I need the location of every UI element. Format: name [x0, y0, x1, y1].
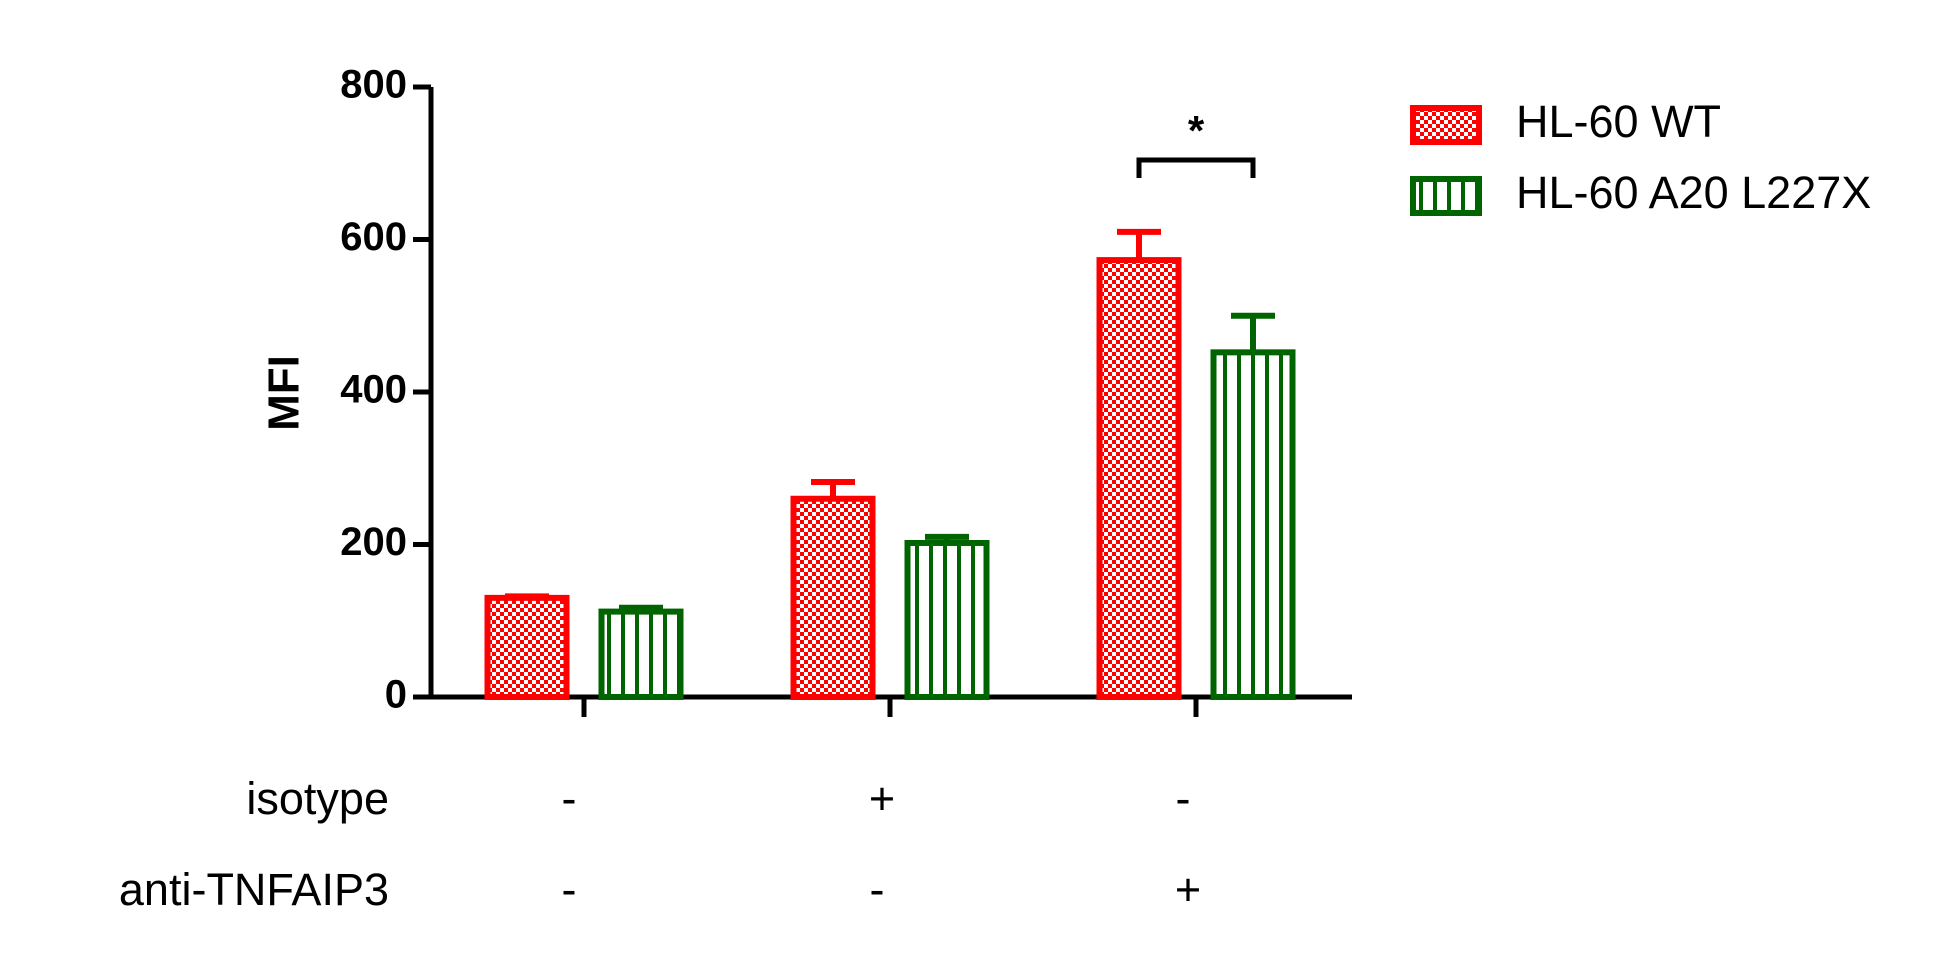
y-axis-label: MFI — [260, 355, 309, 431]
bar — [904, 539, 990, 700]
legend-label: HL-60 A20 L227X — [1516, 167, 1871, 218]
condition-value: - — [1176, 773, 1191, 824]
condition-label: isotype — [246, 773, 389, 824]
bar — [1096, 257, 1182, 700]
legend-swatch — [1410, 176, 1482, 216]
y-tick-label: 800 — [340, 63, 407, 107]
y-tick-label: 200 — [340, 520, 407, 564]
condition-value: - — [562, 773, 577, 824]
bar — [1210, 349, 1296, 700]
legend-swatch — [1410, 105, 1482, 145]
condition-value: - — [870, 864, 885, 915]
bar — [598, 608, 684, 700]
y-tick-label: 600 — [340, 215, 407, 259]
y-tick-label: 400 — [340, 368, 407, 412]
y-tick-label: 0 — [385, 673, 407, 717]
legend-label: HL-60 WT — [1516, 96, 1721, 147]
annotation: * — [1188, 107, 1205, 154]
bar — [790, 495, 876, 700]
condition-value: + — [869, 773, 895, 824]
significance-bracket — [1136, 157, 1256, 178]
condition-value: + — [1175, 864, 1201, 915]
bar — [484, 594, 570, 700]
condition-value: - — [562, 864, 577, 915]
condition-label: anti-TNFAIP3 — [119, 864, 389, 915]
